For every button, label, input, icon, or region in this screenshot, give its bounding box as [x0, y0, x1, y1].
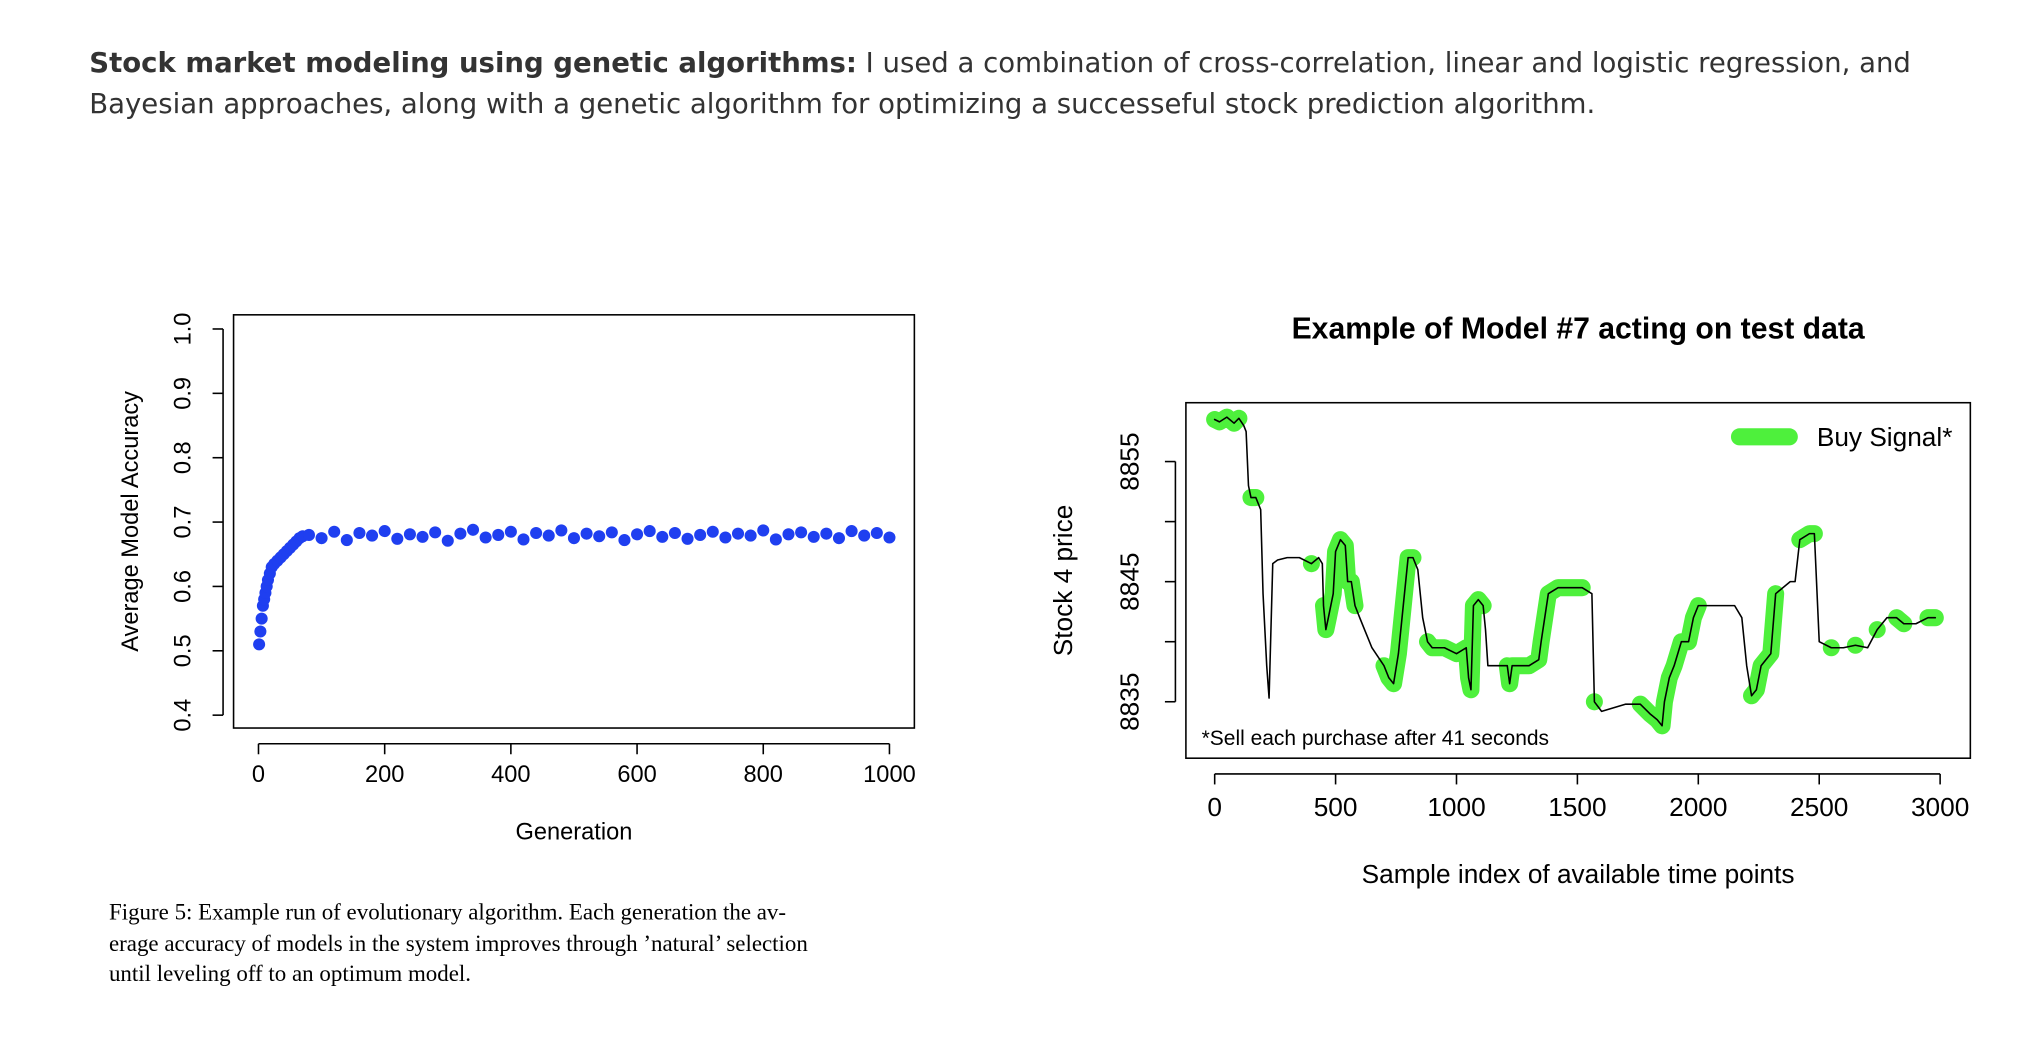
intro-text: Bayesian approaches, along with a geneti…	[89, 88, 1595, 120]
point	[366, 529, 379, 542]
x-tick-label: 500	[1314, 792, 1358, 822]
x-tick-label: 2000	[1669, 792, 1727, 822]
point	[694, 528, 707, 541]
x-tick-label: 800	[744, 762, 783, 788]
point	[479, 531, 492, 544]
point	[504, 525, 517, 538]
y-tick-label: 1.0	[170, 313, 196, 346]
point	[517, 533, 530, 546]
point	[593, 530, 606, 543]
point	[253, 638, 266, 651]
point	[555, 524, 568, 537]
point	[605, 526, 618, 539]
x-tick-label: 400	[491, 762, 530, 788]
legend-label: Buy Signal*	[1817, 422, 1953, 452]
caption: Figure 5: Example run of evolutionary al…	[109, 900, 786, 925]
point	[681, 532, 694, 545]
point	[870, 526, 883, 540]
point	[883, 531, 896, 544]
point	[820, 527, 833, 540]
x-tick-label: 1500	[1548, 792, 1606, 822]
y-tick-label: 0.9	[170, 377, 196, 410]
point	[340, 534, 353, 547]
y-tick-label: 0.7	[170, 506, 196, 539]
y-axis-label: Stock 4 price	[1048, 505, 1078, 657]
plot-frame	[1185, 401, 1972, 759]
price-line	[1213, 416, 1937, 727]
point	[656, 530, 669, 543]
y-tick-label: 8835	[1115, 673, 1145, 731]
point	[315, 532, 328, 545]
point	[858, 529, 871, 542]
point	[769, 533, 782, 546]
point	[454, 527, 467, 540]
y-axis-label: Average Model Accuracy	[118, 391, 144, 652]
x-tick-label: 1000	[863, 762, 916, 788]
point	[832, 532, 846, 545]
annotation: *Sell each purchase after 41 seconds	[1202, 727, 1549, 750]
point	[492, 528, 505, 541]
point	[254, 625, 267, 638]
point	[782, 528, 795, 541]
x-axis-label: Sample index of available time points	[1362, 859, 1795, 889]
point	[580, 527, 593, 540]
point	[744, 529, 757, 542]
point	[706, 525, 719, 538]
point	[328, 525, 341, 538]
point	[542, 529, 555, 542]
plot-frame	[232, 314, 916, 729]
x-tick-label: 3000	[1911, 792, 1969, 822]
x-tick-label: 0	[252, 762, 265, 788]
y-tick-label: 0.8	[170, 441, 196, 474]
point	[378, 525, 391, 538]
point	[618, 534, 631, 547]
caption: erage accuracy of models in the system i…	[109, 931, 808, 956]
point	[719, 531, 732, 544]
point	[631, 528, 644, 541]
point	[807, 530, 820, 543]
intro-line: Stock market modeling using genetic algo…	[89, 47, 1911, 79]
y-tick-label: 8855	[1115, 432, 1145, 490]
point	[795, 526, 808, 539]
point	[668, 526, 681, 540]
x-tick-label: 2500	[1790, 792, 1848, 822]
point	[441, 534, 454, 547]
point	[403, 528, 416, 541]
x-tick-label: 1000	[1427, 792, 1485, 822]
point	[530, 526, 543, 540]
point	[757, 524, 770, 537]
point	[466, 523, 480, 536]
point	[353, 526, 366, 540]
point	[845, 525, 858, 538]
x-tick-label: 600	[617, 762, 656, 788]
y-tick-label: 8845	[1115, 552, 1145, 610]
intro-text: I used a combination of cross-correlatio…	[857, 47, 1911, 79]
point	[429, 526, 442, 539]
chart-title: Example of Model #7 acting on test data	[1292, 312, 1865, 345]
intro-title: Stock market modeling using genetic algo…	[89, 47, 857, 79]
point	[255, 612, 268, 625]
y-tick-label: 0.6	[170, 570, 196, 603]
y-tick-label: 0.5	[170, 634, 196, 667]
caption: until leveling off to an optimum model.	[109, 961, 471, 986]
point	[391, 532, 404, 545]
point	[416, 530, 429, 543]
point	[731, 527, 745, 540]
x-tick-label: 0	[1207, 792, 1222, 822]
y-tick-label: 0.4	[170, 699, 196, 732]
x-axis-label: Generation	[516, 820, 633, 846]
point	[567, 532, 581, 545]
point	[643, 525, 656, 538]
x-tick-label: 200	[365, 762, 404, 788]
point	[302, 528, 315, 541]
